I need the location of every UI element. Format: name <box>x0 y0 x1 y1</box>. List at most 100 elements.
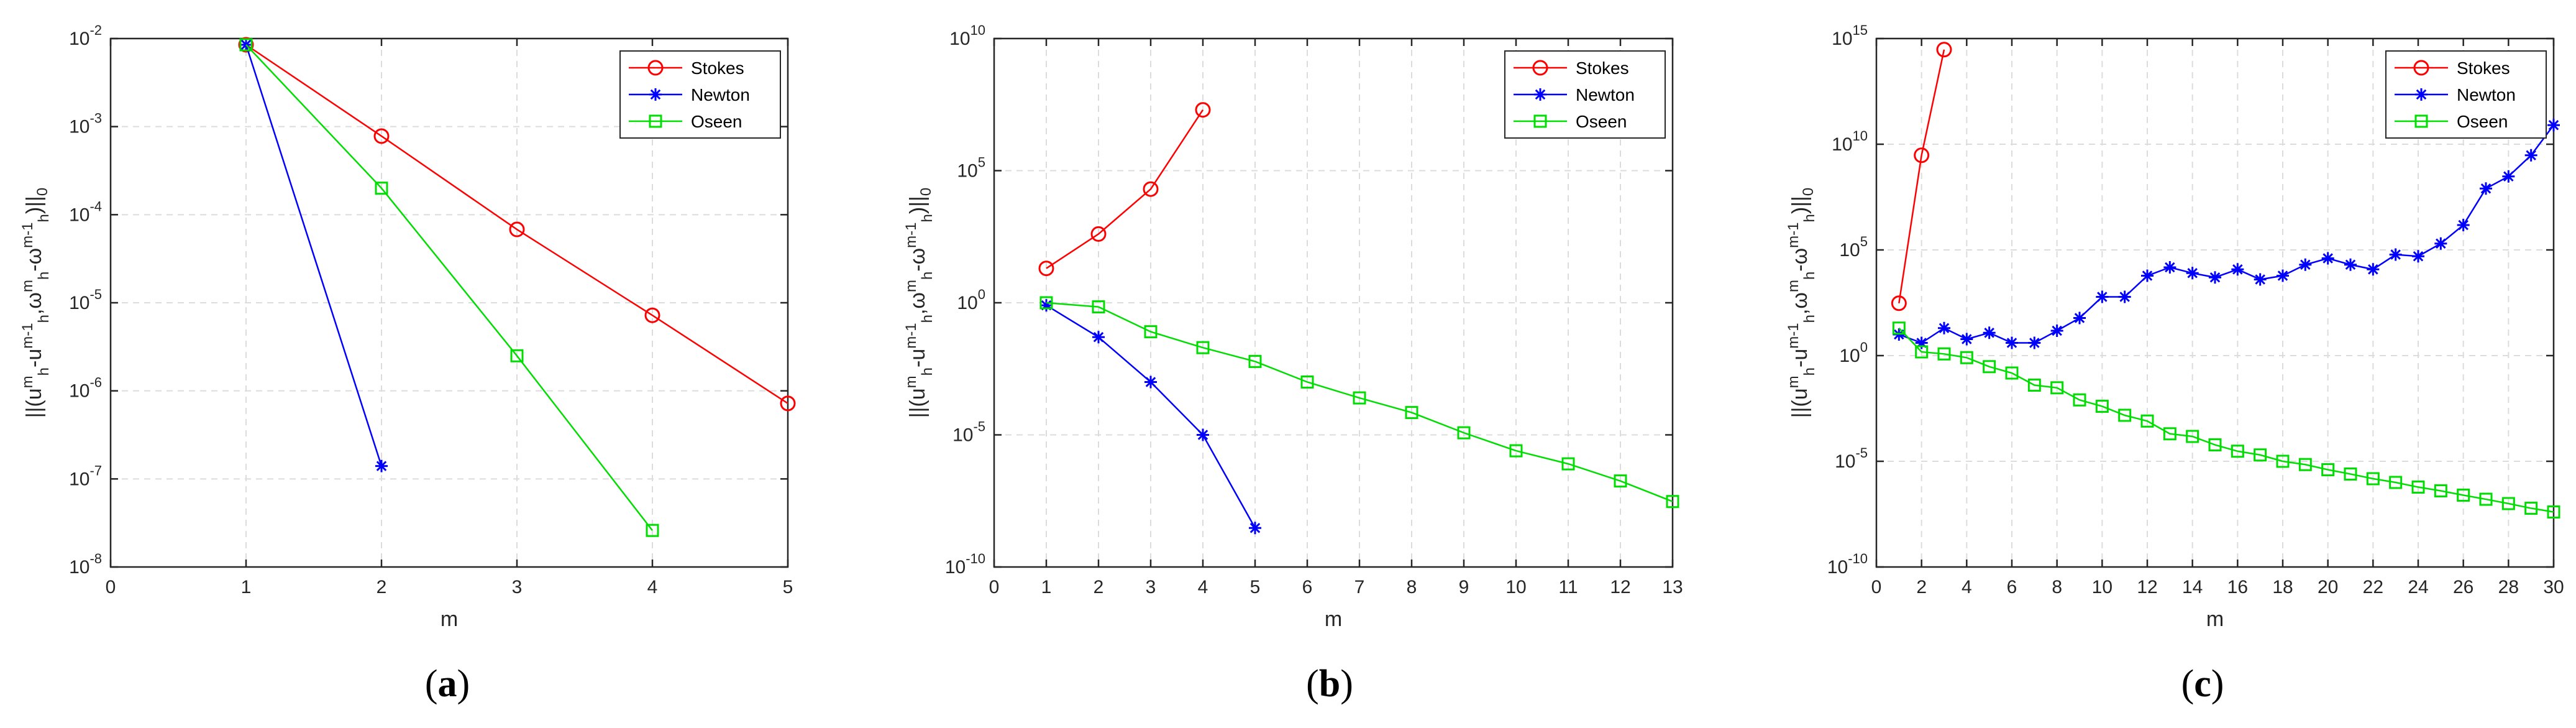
data-point-oseen <box>2479 492 2493 506</box>
x-tick-label: 14 <box>2182 577 2203 597</box>
x-tick-label: 0 <box>1871 577 1882 597</box>
data-point-newton <box>2254 273 2267 286</box>
data-point-newton <box>2412 250 2424 263</box>
x-tick-label: 28 <box>2498 577 2519 597</box>
data-point-newton <box>1249 522 1261 535</box>
x-tick-label: 2 <box>1916 577 1927 597</box>
data-point-oseen <box>239 38 253 52</box>
series-line-newton <box>245 44 383 467</box>
x-axis-label: m <box>2206 607 2224 631</box>
data-point-stokes <box>1090 226 1107 242</box>
x-tick-label: 12 <box>2137 577 2157 597</box>
y-axis-label: ||(umh-um-1h,ωmh-ωm-1h)||0 <box>903 188 936 418</box>
data-point-oseen <box>2276 454 2290 468</box>
data-point-newton <box>2028 336 2041 349</box>
data-point-oseen <box>2457 488 2470 502</box>
data-point-oseen <box>1248 354 1262 368</box>
legend-marker-newton <box>649 88 662 101</box>
y-tick-label: 10-4 <box>69 198 102 225</box>
x-tick-label: 8 <box>1407 577 1417 597</box>
data-point-oseen <box>2547 505 2560 519</box>
data-point-oseen <box>2389 476 2403 489</box>
data-point-oseen <box>2321 463 2335 477</box>
legend-marker-oseen <box>1533 114 1547 128</box>
y-tick-label: 1010 <box>1832 128 1868 155</box>
x-tick-label: 2 <box>377 577 387 597</box>
data-point-stokes <box>780 395 796 412</box>
data-point-newton <box>2050 325 2063 338</box>
data-point-stokes <box>238 37 254 53</box>
data-point-oseen <box>1983 360 1996 374</box>
data-point-newton <box>2006 336 2018 349</box>
data-point-newton <box>1040 299 1053 312</box>
data-point-oseen <box>2501 497 2515 510</box>
data-point-newton <box>1092 331 1105 344</box>
legend-label-oseen: Oseen <box>1576 112 1627 131</box>
legend-marker-newton <box>2415 88 2428 101</box>
data-point-oseen <box>2163 427 2176 441</box>
legend-label-stokes: Stokes <box>2457 58 2510 78</box>
data-point-newton <box>2367 263 2380 276</box>
data-point-newton <box>2277 269 2289 282</box>
x-tick-label: 8 <box>2052 577 2062 597</box>
data-point-oseen <box>2524 502 2538 515</box>
data-point-newton <box>2118 290 2131 303</box>
x-tick-label: 0 <box>106 577 116 597</box>
series-line-stokes <box>245 44 788 404</box>
y-tick-label: 10-7 <box>69 463 102 489</box>
data-point-newton <box>2389 248 2402 261</box>
data-point-oseen <box>1666 495 1679 509</box>
data-point-oseen <box>1300 376 1314 389</box>
x-tick-label: 16 <box>2227 577 2248 597</box>
x-tick-label: 2 <box>1094 577 1104 597</box>
data-point-newton <box>2209 271 2221 284</box>
data-point-newton <box>1983 326 1996 339</box>
panel-label: (a) <box>425 663 470 705</box>
data-point-oseen <box>1457 426 1471 440</box>
x-tick-label: 10 <box>1505 577 1526 597</box>
series-line-newton <box>1046 305 1256 528</box>
data-point-stokes <box>644 307 660 323</box>
data-point-oseen <box>1915 345 1929 359</box>
data-point-newton <box>2163 261 2176 274</box>
data-point-newton <box>2186 267 2199 280</box>
x-tick-label: 3 <box>512 577 523 597</box>
legend-marker-oseen <box>649 114 662 128</box>
data-point-oseen <box>646 523 659 537</box>
series-line-oseen <box>1046 302 1673 502</box>
data-point-oseen <box>1092 300 1105 314</box>
data-point-oseen <box>1353 391 1366 405</box>
data-point-newton <box>2231 263 2244 276</box>
x-tick-label: 12 <box>1610 577 1630 597</box>
data-point-oseen <box>1892 321 1906 335</box>
data-point-oseen <box>2231 445 2244 458</box>
series-line-newton <box>1898 124 2555 344</box>
data-point-oseen <box>1196 341 1210 354</box>
axes-box <box>1875 37 2555 568</box>
y-tick-label: 10-10 <box>1827 551 1868 578</box>
y-tick-label: 1010 <box>949 22 985 49</box>
legend: Stokes Newton Oseen <box>619 50 781 139</box>
legend-marker-stokes <box>647 60 664 76</box>
data-point-oseen <box>2186 430 2199 443</box>
y-tick-label: 10-5 <box>1835 445 1868 472</box>
data-point-oseen <box>2005 366 2019 380</box>
data-point-newton <box>1960 333 1973 346</box>
data-point-newton <box>2344 258 2357 271</box>
data-point-oseen <box>2027 379 2041 392</box>
data-point-oseen <box>2344 467 2357 481</box>
y-tick-label: 10-8 <box>69 551 102 578</box>
y-axis-label: ||(umh-um-1h,ωmh-ωm-1h)||0 <box>1785 188 1818 418</box>
data-point-oseen <box>2050 381 2064 395</box>
data-point-newton <box>1938 321 1950 334</box>
y-tick-label: 1015 <box>1832 22 1868 49</box>
data-point-oseen <box>2434 484 2447 498</box>
y-tick-label: 105 <box>1839 234 1868 260</box>
panel-label: (b) <box>1306 663 1353 705</box>
data-point-newton <box>2434 237 2447 250</box>
legend-label-stokes: Stokes <box>691 58 744 78</box>
legend-label-oseen: Oseen <box>2457 112 2508 131</box>
data-point-oseen <box>2254 448 2267 462</box>
x-tick-label: 4 <box>647 577 658 597</box>
